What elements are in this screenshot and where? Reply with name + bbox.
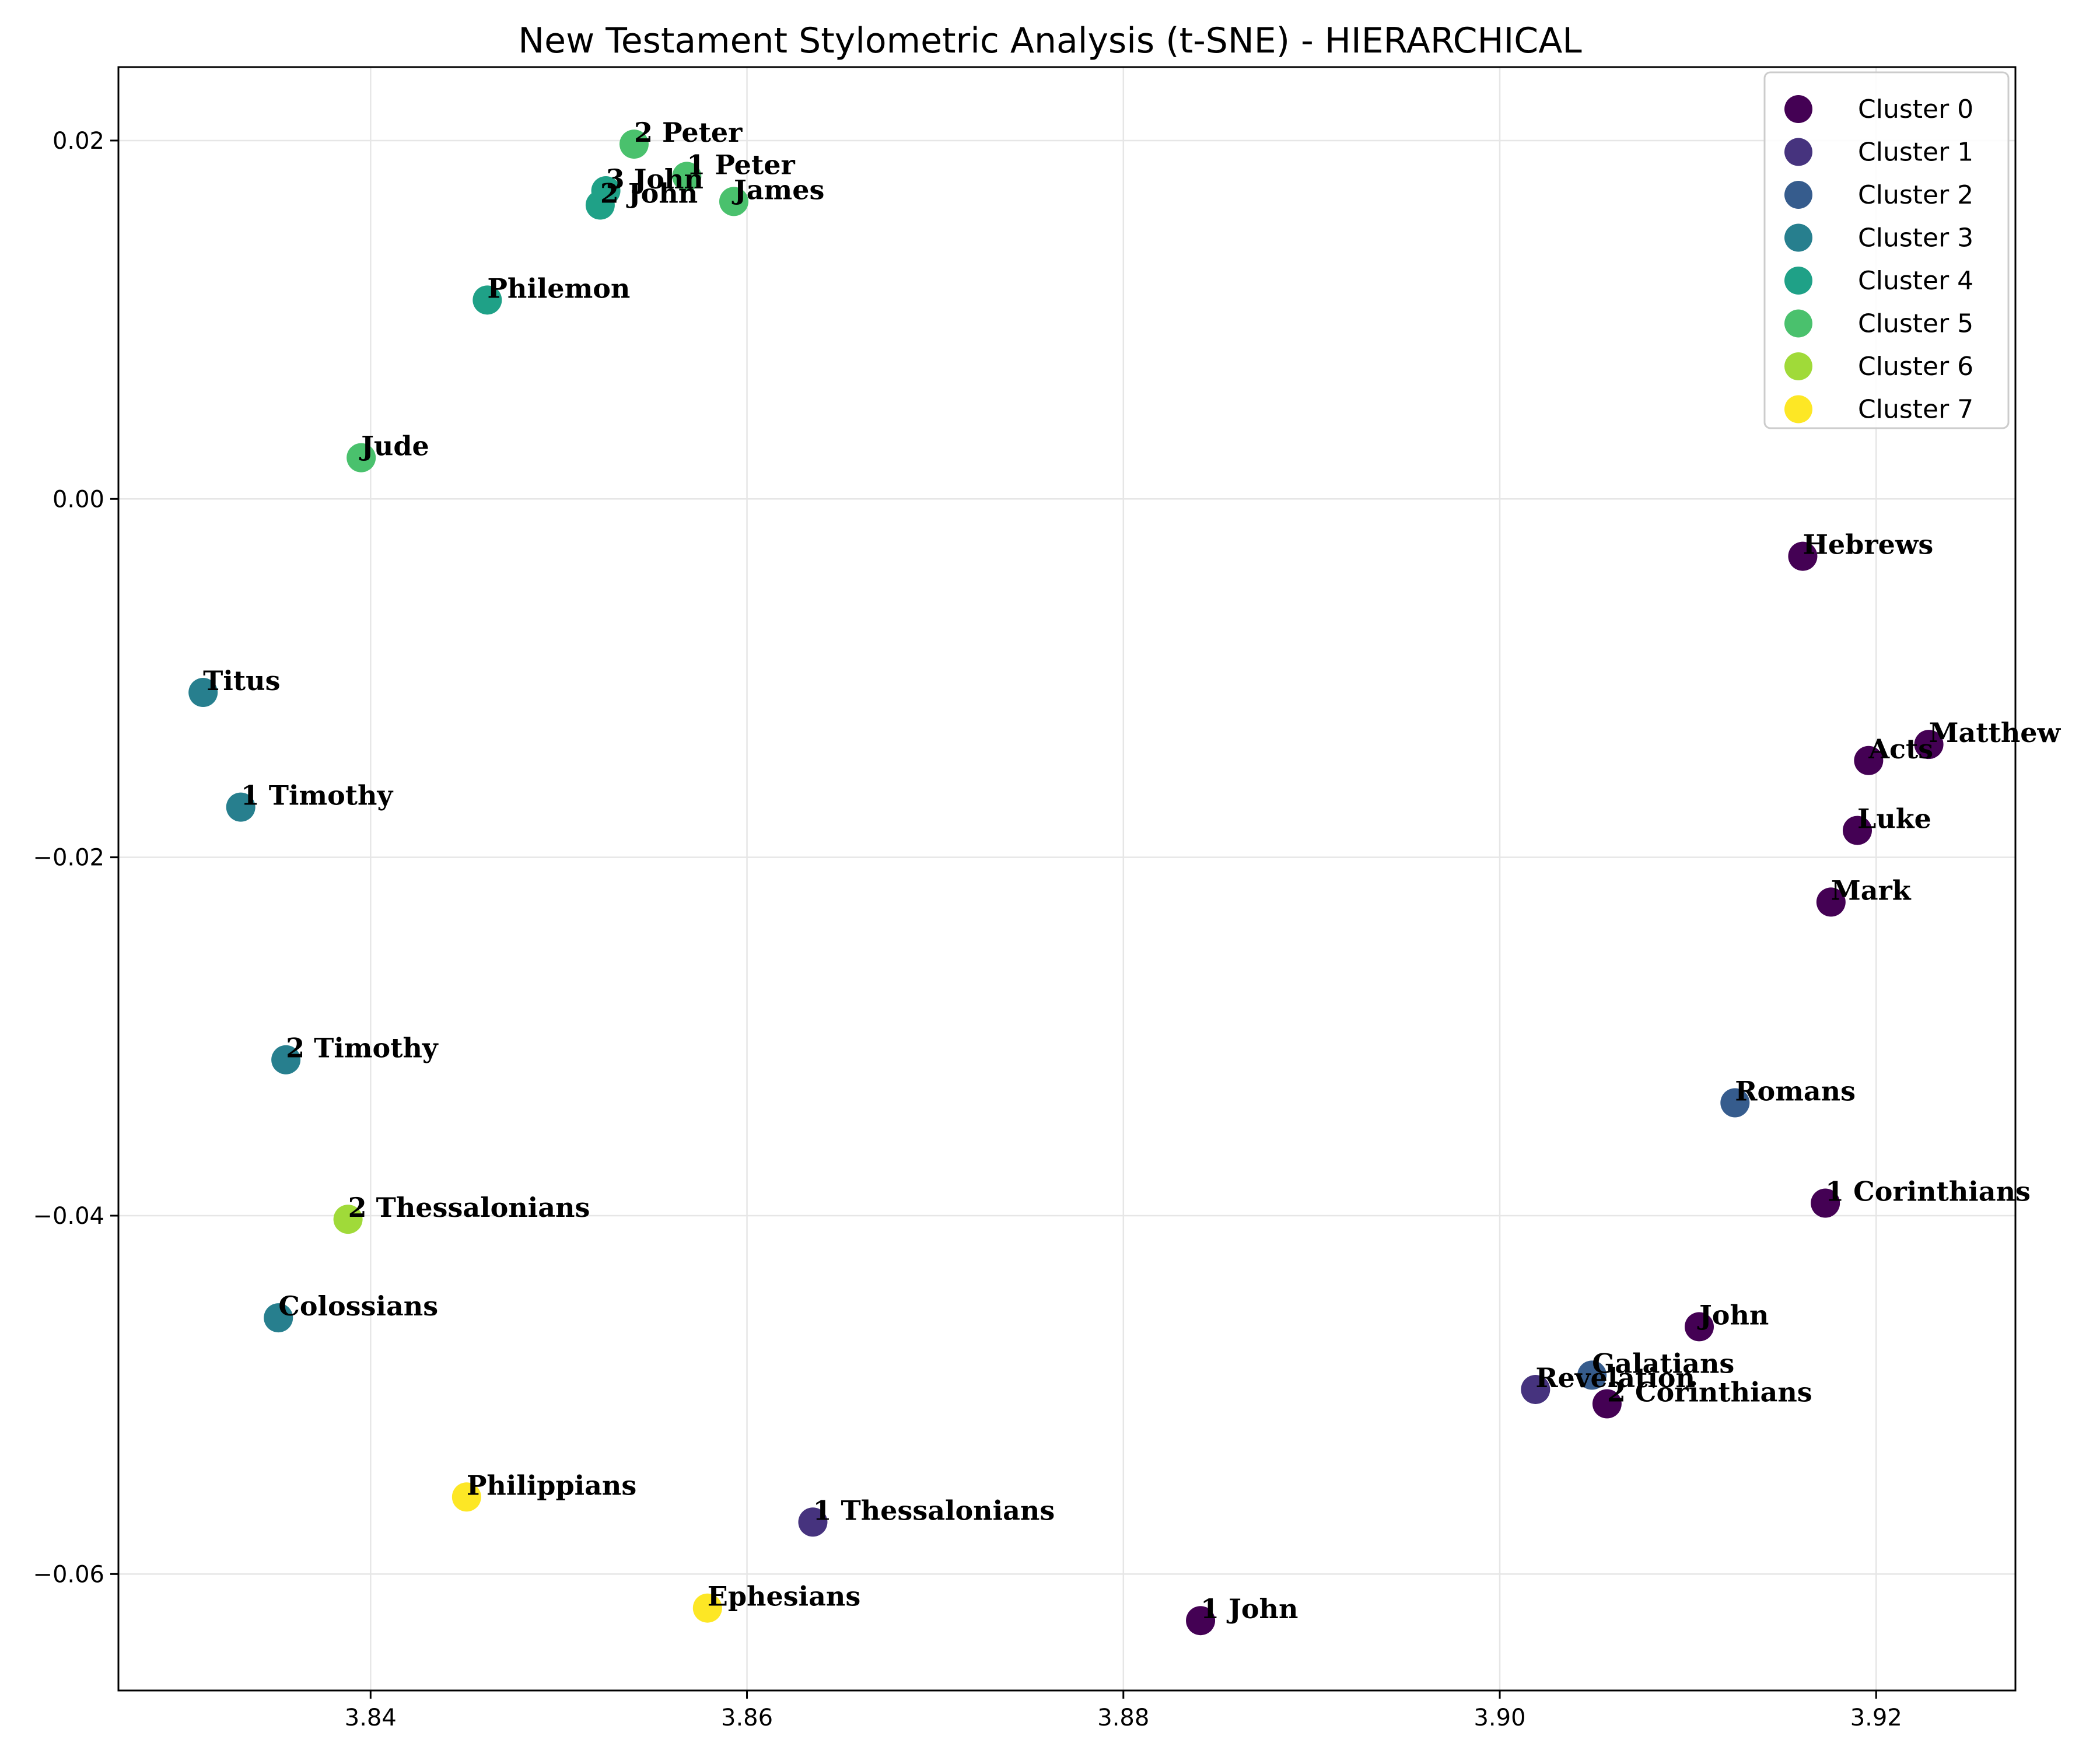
legend-marker (1784, 95, 1812, 123)
point-label: Philemon (487, 272, 630, 304)
point-label: 1 Corinthians (1825, 1175, 2031, 1207)
data-point (346, 443, 376, 473)
legend-marker (1784, 267, 1812, 295)
point-label: 2 John (600, 178, 698, 209)
data-points (188, 130, 1944, 1636)
legend-marker (1784, 352, 1812, 380)
data-point (1521, 1374, 1550, 1404)
legend-label: Cluster 4 (1858, 266, 1973, 296)
data-point (264, 1303, 293, 1333)
grid (118, 67, 2015, 1690)
legend-label: Cluster 5 (1858, 309, 1973, 339)
legend-label: Cluster 0 (1858, 94, 1973, 124)
legend-box (1763, 71, 2010, 429)
x-tick-label: 3.92 (1850, 1704, 1902, 1731)
data-point (271, 1045, 301, 1074)
x-tick-label: 3.90 (1474, 1704, 1525, 1731)
chart-title: New Testament Stylometric Analysis (t-SN… (518, 20, 1582, 61)
point-label: Mark (1831, 874, 1912, 906)
data-point (452, 1482, 481, 1512)
y-tick-label: −0.04 (33, 1203, 104, 1230)
x-axis: 3.84 3.86 3.88 3.90 3.92 (345, 1690, 1902, 1731)
data-point (333, 1205, 363, 1234)
data-point (1685, 1312, 1714, 1342)
legend-marker (1784, 395, 1812, 424)
point-label: 1 Timothy (241, 780, 394, 811)
y-tick-label: −0.06 (33, 1561, 104, 1588)
point-label: Hebrews (1803, 529, 1933, 561)
x-tick-label: 3.88 (1097, 1704, 1149, 1731)
point-label: 1 Peter (687, 149, 795, 180)
legend-marker (1784, 181, 1812, 209)
legend-label: Cluster 6 (1858, 352, 1973, 382)
legend-label: Cluster 7 (1858, 395, 1973, 425)
y-tick-label: −0.02 (33, 845, 104, 872)
plot-area-frame (117, 66, 2017, 1692)
y-tick-label: 0.02 (52, 128, 104, 155)
data-point (719, 187, 748, 216)
point-label: Titus (203, 665, 280, 696)
y-tick-label: 0.00 (52, 486, 104, 513)
point-label: Matthew (1929, 717, 2062, 748)
point-label: 2 Timothy (286, 1032, 439, 1064)
point-label: 2 Corinthians (1607, 1377, 1812, 1408)
point-label: Romans (1735, 1075, 1856, 1107)
point-label: Ephesians (708, 1581, 860, 1612)
point-label: 2 Thessalonians (348, 1192, 590, 1223)
legend: Cluster 0 Cluster 1 Cluster 2 Cluster 3 Clus… (1763, 71, 2010, 429)
data-point (473, 285, 502, 315)
data-point (1854, 746, 1884, 775)
x-tick-label: 3.84 (345, 1704, 397, 1731)
data-point (1788, 541, 1818, 571)
data-point (1720, 1088, 1750, 1118)
point-label: Acts (1868, 733, 1933, 765)
y-axis: 0.02 0.00 −0.02 −0.04 −0.06 (33, 128, 118, 1588)
data-point (1811, 1188, 1840, 1218)
data-point (1592, 1389, 1622, 1419)
legend-label: Cluster 2 (1858, 180, 1973, 210)
point-label: John (1697, 1299, 1769, 1331)
data-point (585, 190, 615, 220)
legend-marker (1784, 309, 1812, 338)
point-label: 3 John (606, 163, 704, 195)
point-label: Philippians (467, 1469, 636, 1501)
point-label: 1 Thessalonians (813, 1494, 1055, 1526)
point-label: Colossians (278, 1290, 438, 1322)
legend-marker (1784, 138, 1812, 166)
data-point (1186, 1606, 1216, 1636)
point-label: Galatians (1592, 1348, 1734, 1379)
data-point (1816, 887, 1846, 917)
point-label: Luke (1857, 803, 1931, 835)
data-point (798, 1507, 828, 1537)
point-label: Jude (359, 430, 429, 462)
x-tick-label: 3.86 (721, 1704, 773, 1731)
data-point (672, 162, 702, 191)
data-point (226, 792, 256, 822)
point-label: James (732, 174, 824, 205)
legend-marker (1784, 223, 1812, 252)
legend-label: Cluster 3 (1858, 223, 1973, 253)
data-point (1577, 1360, 1607, 1390)
data-point (1914, 730, 1944, 760)
data-point (1843, 816, 1872, 845)
legend-label: Cluster 1 (1858, 138, 1973, 167)
data-point (188, 678, 218, 708)
data-point (692, 1593, 722, 1623)
point-label: Revelation (1535, 1362, 1695, 1394)
point-label: 1 John (1200, 1593, 1298, 1625)
data-point (619, 130, 649, 159)
point-label: 2 Peter (634, 117, 743, 148)
